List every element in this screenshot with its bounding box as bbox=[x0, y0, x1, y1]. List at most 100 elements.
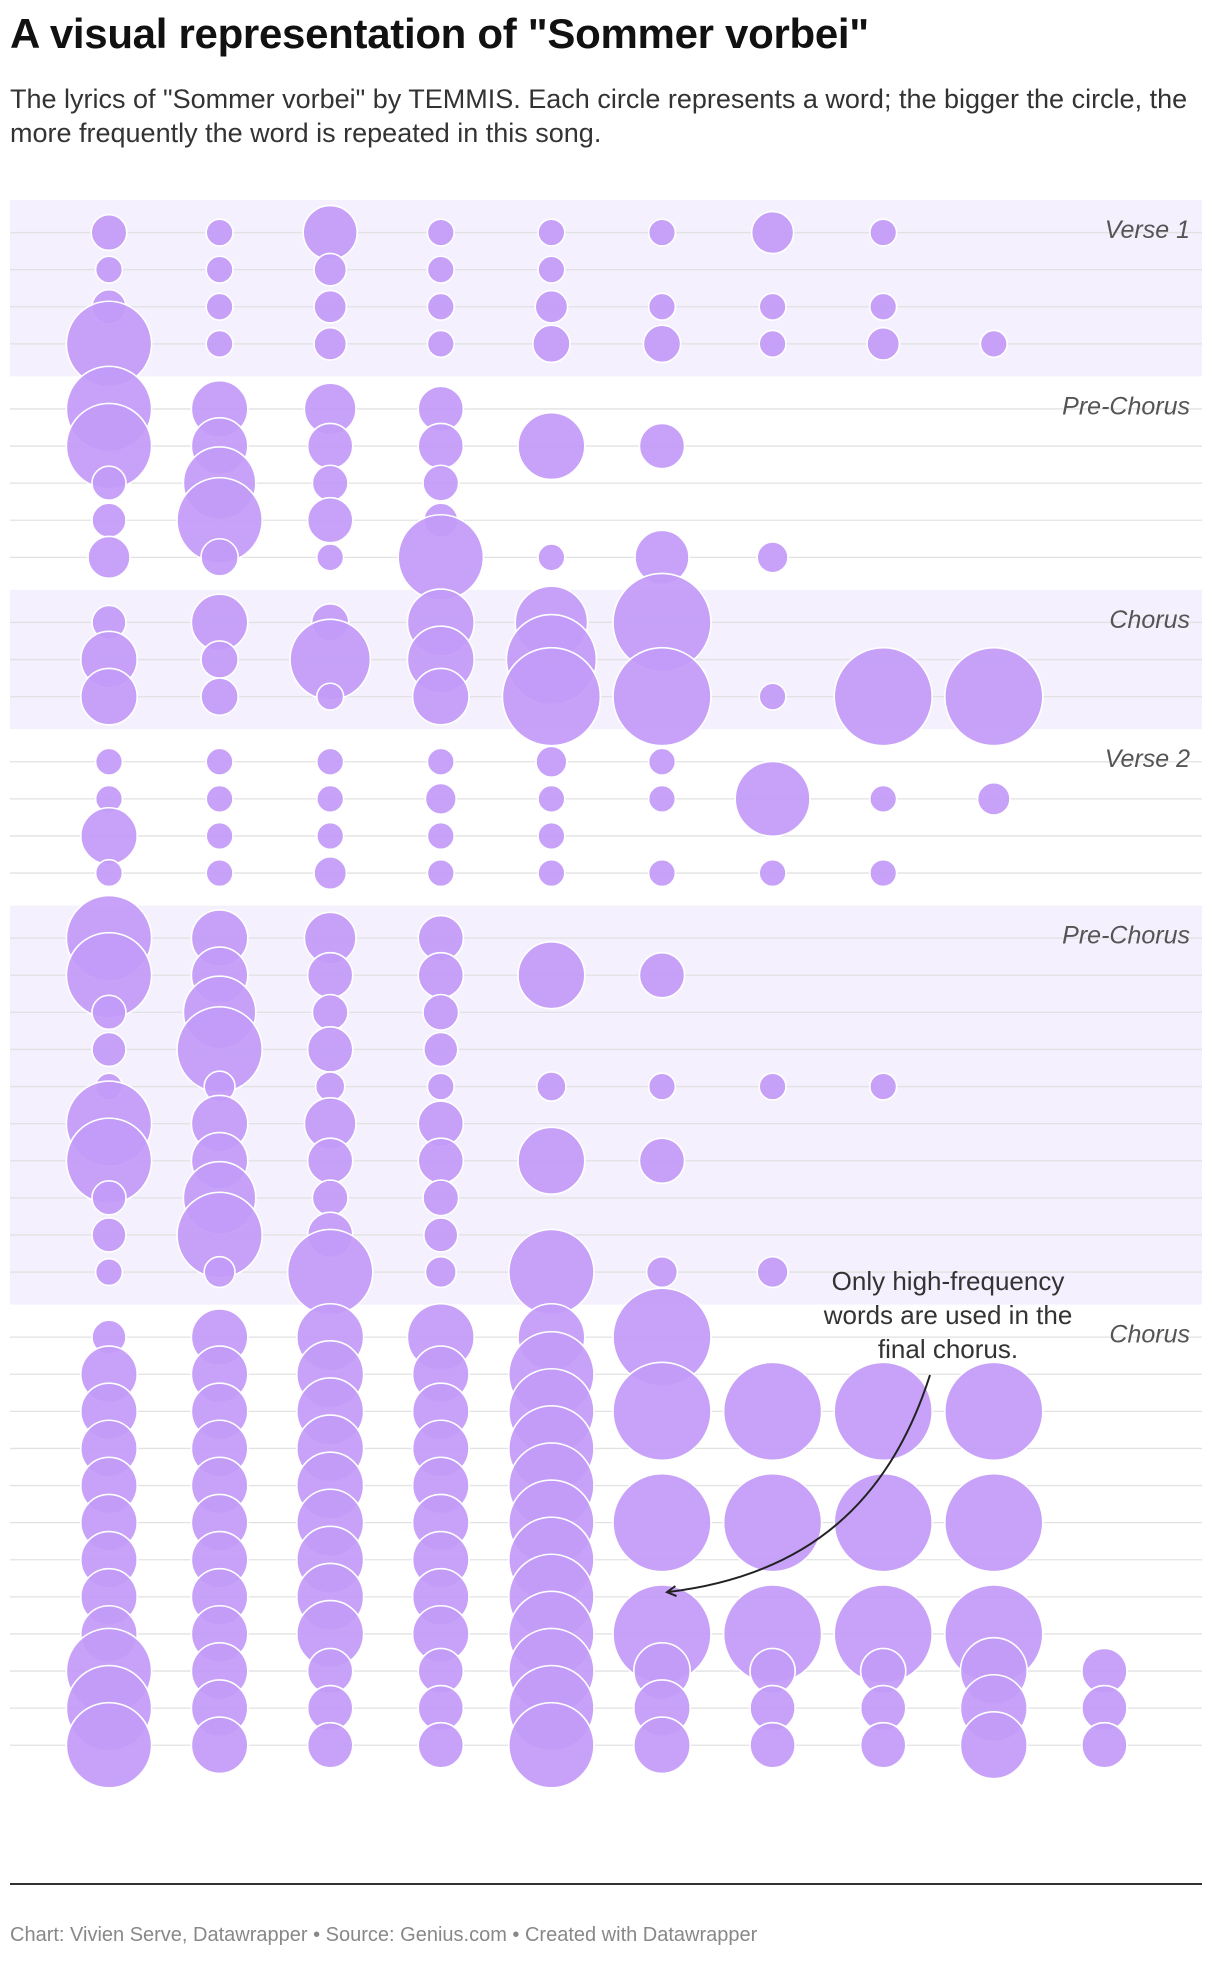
word-circle bbox=[87, 535, 131, 580]
word-circle bbox=[642, 324, 682, 364]
word-circle bbox=[536, 1071, 567, 1102]
word-circle bbox=[203, 1255, 236, 1289]
word-circle bbox=[91, 502, 127, 539]
word-circle bbox=[200, 640, 240, 679]
word-circle bbox=[758, 1072, 787, 1101]
word-circle bbox=[501, 646, 602, 747]
section-label: Verse 1 bbox=[1105, 216, 1190, 244]
word-circle bbox=[976, 781, 1011, 816]
word-circle bbox=[306, 951, 354, 999]
word-circle bbox=[205, 218, 234, 247]
annotation-arrow bbox=[668, 1374, 931, 1592]
word-circle bbox=[833, 646, 934, 747]
section-label: Chorus bbox=[1109, 1321, 1190, 1349]
section-label: Pre-Chorus bbox=[1062, 392, 1190, 420]
word-circle bbox=[422, 1179, 460, 1217]
word-circle bbox=[750, 210, 795, 255]
footer-divider bbox=[10, 1883, 1202, 1885]
word-circle bbox=[417, 951, 465, 999]
word-circle bbox=[426, 858, 455, 888]
word-circle bbox=[638, 422, 686, 470]
word-circle bbox=[758, 682, 787, 711]
word-circle bbox=[537, 543, 566, 572]
section-label: Verse 2 bbox=[1105, 745, 1190, 773]
word-circle bbox=[205, 292, 234, 321]
word-circle bbox=[426, 1072, 455, 1101]
word-circle bbox=[422, 1031, 459, 1068]
word-circle bbox=[859, 1721, 907, 1769]
word-circle bbox=[868, 218, 898, 247]
section-bands bbox=[10, 200, 1202, 1305]
word-circle bbox=[311, 1179, 349, 1217]
section-labels: Verse 1 Pre-Chorus Chorus Verse 2 Pre-Chorus… bbox=[1062, 216, 1190, 1349]
word-circle bbox=[316, 784, 345, 814]
word-circle bbox=[868, 784, 898, 814]
word-circle bbox=[306, 496, 354, 544]
word-circle bbox=[91, 465, 127, 501]
word-circle bbox=[417, 422, 465, 470]
word-circle bbox=[306, 1026, 354, 1073]
word-circle bbox=[306, 1137, 354, 1185]
word-circle bbox=[422, 1217, 459, 1253]
word-circle bbox=[205, 747, 234, 776]
word-circle bbox=[397, 513, 485, 601]
word-circle bbox=[943, 1472, 1044, 1573]
word-circle bbox=[91, 1180, 127, 1216]
word-circle bbox=[537, 821, 566, 851]
word-circle bbox=[537, 218, 566, 247]
word-circle bbox=[534, 289, 569, 324]
word-circle bbox=[313, 856, 348, 891]
word-circle bbox=[426, 292, 455, 321]
word-circle bbox=[311, 464, 349, 502]
word-circle bbox=[647, 218, 677, 247]
word-circle bbox=[417, 1721, 465, 1769]
word-circle bbox=[316, 682, 345, 711]
section-label: Chorus bbox=[1109, 606, 1190, 634]
word-circle bbox=[316, 821, 345, 851]
word-circle bbox=[91, 994, 127, 1031]
word-circle bbox=[426, 747, 455, 776]
word-circle bbox=[205, 821, 234, 851]
word-circle bbox=[647, 747, 677, 776]
word-circle bbox=[943, 1361, 1044, 1462]
word-circle bbox=[424, 1255, 457, 1289]
section-label: Pre-Chorus bbox=[1062, 922, 1190, 950]
word-circle bbox=[647, 1072, 677, 1101]
word-circle bbox=[190, 1716, 249, 1775]
word-circles bbox=[65, 204, 1128, 1789]
word-circle bbox=[316, 543, 345, 572]
word-circle bbox=[647, 858, 677, 888]
word-circle bbox=[612, 1361, 712, 1462]
word-circle bbox=[80, 806, 139, 865]
word-circle bbox=[311, 993, 349, 1031]
word-circle bbox=[756, 1255, 789, 1289]
word-circle bbox=[411, 667, 470, 726]
word-circle bbox=[426, 218, 455, 247]
word-circle bbox=[417, 1137, 465, 1185]
annotation-group: Only high-frequency words are used in the… bbox=[668, 1266, 1072, 1592]
word-circle bbox=[517, 411, 586, 481]
word-circle bbox=[959, 1711, 1028, 1780]
word-circle bbox=[94, 1257, 124, 1287]
word-circle bbox=[756, 541, 789, 574]
word-circle bbox=[517, 1126, 586, 1195]
word-circle bbox=[749, 1721, 797, 1769]
word-circle bbox=[94, 858, 124, 888]
word-circle bbox=[80, 667, 139, 726]
word-circle bbox=[90, 213, 128, 252]
word-circle bbox=[314, 1071, 346, 1102]
word-circle bbox=[91, 1217, 127, 1253]
word-circle bbox=[517, 941, 586, 1010]
footer-credit: Chart: Vivien Serve, Datawrapper • Sourc… bbox=[10, 1924, 758, 1946]
word-circle bbox=[722, 1361, 823, 1462]
chart-description: The lyrics of "Sommer vorbei" by TEMMIS.… bbox=[10, 84, 1188, 148]
word-circle bbox=[833, 1472, 934, 1573]
word-circle bbox=[91, 1031, 127, 1068]
word-circle bbox=[979, 329, 1008, 359]
word-circle bbox=[535, 745, 568, 778]
annotation-text: Only high-frequency bbox=[832, 1266, 1065, 1296]
word-circle bbox=[632, 1716, 691, 1775]
word-circle bbox=[508, 1228, 595, 1316]
word-circle bbox=[868, 292, 898, 321]
